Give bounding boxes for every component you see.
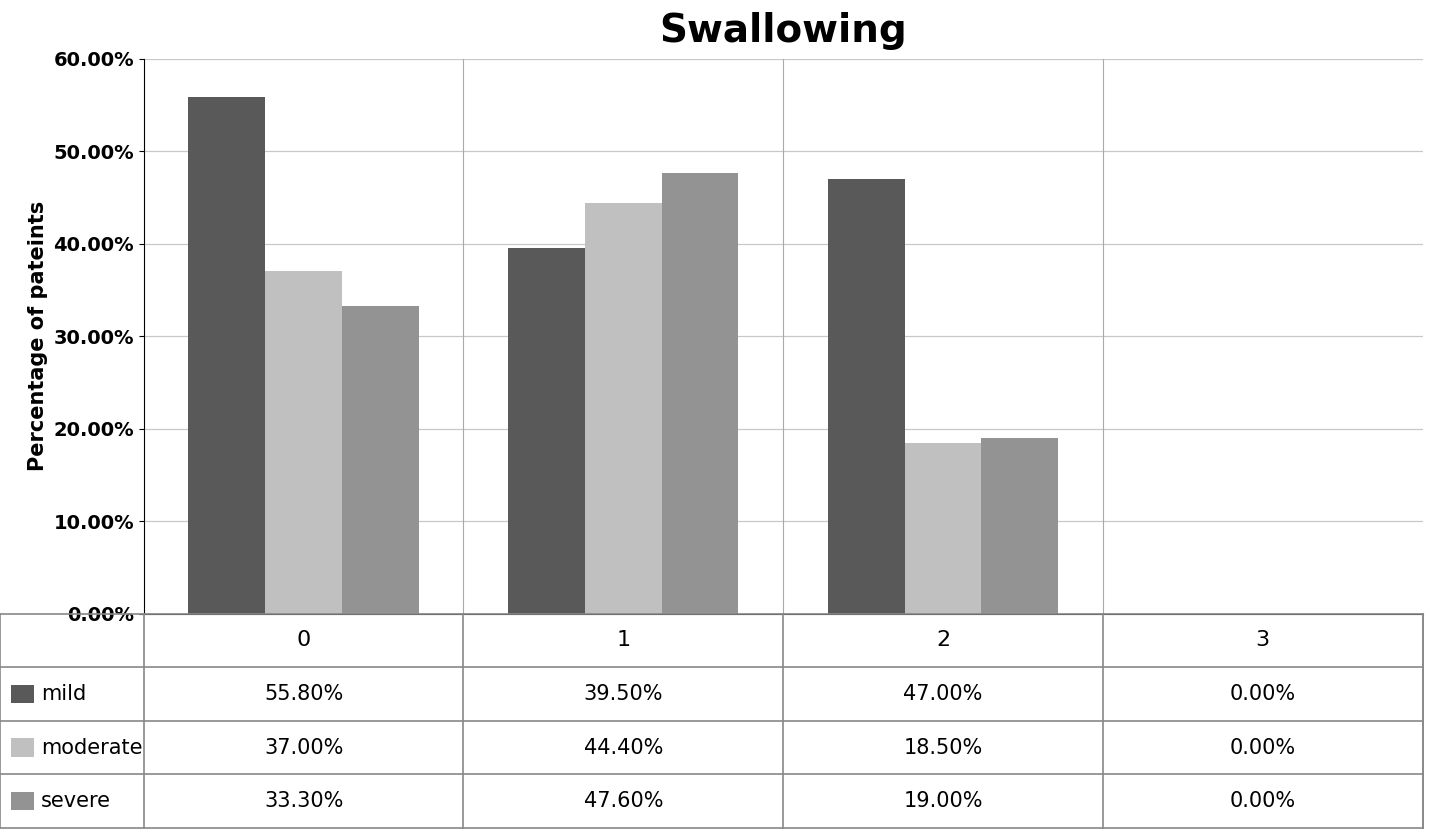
Text: 47.60%: 47.60% — [583, 791, 662, 811]
Text: 39.50%: 39.50% — [583, 684, 662, 704]
Y-axis label: Percentage of pateints: Percentage of pateints — [27, 201, 47, 472]
Bar — [828, 179, 905, 614]
Title: Swallowing: Swallowing — [660, 12, 907, 50]
Bar — [585, 203, 661, 614]
Text: 33.30%: 33.30% — [264, 791, 343, 811]
Text: mild: mild — [42, 684, 86, 704]
Text: 37.00%: 37.00% — [264, 737, 343, 757]
Text: 44.40%: 44.40% — [583, 737, 662, 757]
Bar — [188, 98, 266, 614]
Text: 19.00%: 19.00% — [904, 791, 983, 811]
Text: 0.00%: 0.00% — [1230, 684, 1296, 704]
Text: 55.80%: 55.80% — [264, 684, 343, 704]
Bar — [509, 248, 585, 614]
Bar — [905, 443, 981, 614]
Bar — [661, 173, 739, 614]
Text: 47.00%: 47.00% — [904, 684, 983, 704]
Text: 0.00%: 0.00% — [1230, 737, 1296, 757]
Text: severe: severe — [42, 791, 111, 811]
Bar — [342, 306, 418, 614]
Text: moderate: moderate — [42, 737, 142, 757]
Text: 18.50%: 18.50% — [904, 737, 983, 757]
Text: 0.00%: 0.00% — [1230, 791, 1296, 811]
Bar — [266, 272, 342, 614]
Bar — [981, 438, 1058, 614]
